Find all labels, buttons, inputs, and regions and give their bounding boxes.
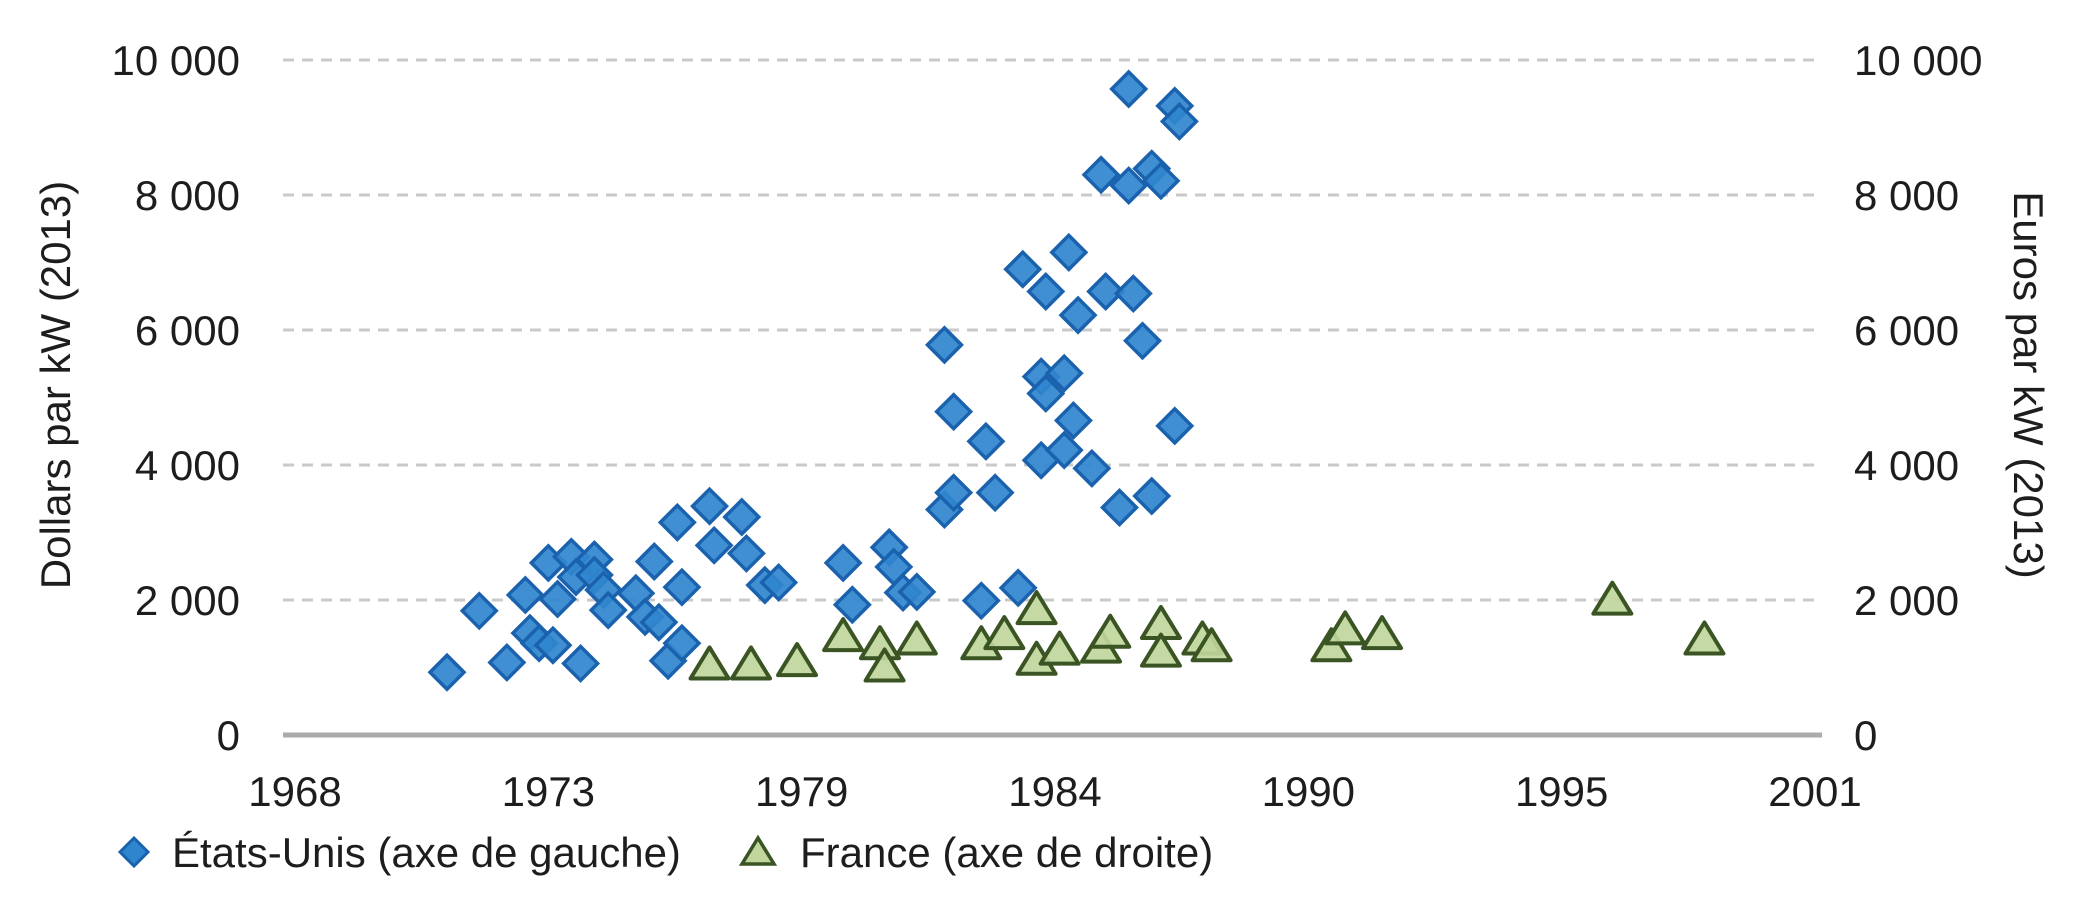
france-point: [1591, 580, 1634, 616]
us-point: [487, 642, 527, 682]
us-legend-label: États-Unis (axe de gauche): [172, 829, 681, 876]
x-tick-1995: 1995: [1515, 768, 1608, 815]
us-point: [662, 623, 702, 663]
us-point: [1086, 272, 1126, 311]
us-point: [998, 568, 1038, 608]
us-point: [1113, 274, 1153, 314]
x-tick-1984: 1984: [1008, 768, 1101, 815]
left-tick-0: 0: [217, 712, 240, 759]
france-point: [983, 615, 1026, 651]
us-point: [657, 502, 697, 542]
us-point: [1072, 448, 1112, 488]
us-point: [1100, 488, 1139, 527]
france-point: [1139, 632, 1182, 668]
us-point: [1109, 69, 1149, 109]
right-tick-0: 0: [1854, 712, 1877, 759]
us-point: [823, 543, 863, 583]
left-tick-10000: 10 000: [112, 37, 240, 84]
us-point: [505, 575, 545, 615]
us-point: [533, 625, 573, 665]
us-point: [1026, 272, 1066, 311]
us-point: [639, 602, 679, 642]
right-tick-8000: 8 000: [1854, 172, 1959, 219]
france-triangle-legend-icon: [738, 834, 778, 866]
us-point: [726, 533, 766, 573]
x-tick-1973: 1973: [502, 768, 595, 815]
france-point: [863, 647, 906, 683]
left-axis-tick-labels: 0 2 000 4 000 6 000 8 000 10 000: [112, 37, 240, 759]
france-legend-label: France (axe de droite): [800, 829, 1213, 876]
france-point: [688, 645, 731, 681]
us-point: [934, 392, 974, 432]
france-point: [1015, 590, 1058, 626]
x-tick-1990: 1990: [1262, 768, 1355, 815]
us-point: [459, 591, 499, 631]
us-point: [662, 567, 702, 607]
france-point: [1324, 610, 1367, 646]
us-point: [1026, 373, 1066, 413]
us-point: [1044, 430, 1084, 470]
us-point: [588, 590, 628, 630]
france-point: [822, 617, 865, 653]
us-point: [1141, 161, 1181, 201]
us-point: [1044, 353, 1084, 393]
left-tick-4000: 4 000: [135, 442, 240, 489]
left-tick-8000: 8 000: [135, 172, 240, 219]
france-point: [1683, 620, 1726, 656]
x-tick-2001: 2001: [1768, 768, 1861, 815]
us-point: [897, 572, 937, 612]
us-point: [561, 643, 601, 683]
us-point: [538, 579, 578, 619]
france-point: [1038, 630, 1081, 666]
us-point: [1053, 400, 1093, 440]
us-point: [427, 652, 467, 692]
right-axis-tick-labels: 0 2 000 4 000 6 000 8 000 10 000: [1854, 37, 1982, 759]
x-tick-1968: 1968: [248, 768, 341, 815]
us-point: [975, 473, 1015, 513]
us-point: [924, 325, 964, 365]
us-point: [1081, 155, 1121, 195]
us-point: [634, 542, 674, 581]
us-point: [690, 486, 730, 526]
left-axis-title: Dollars par kW (2013): [32, 181, 79, 589]
us-point: [1049, 232, 1089, 272]
left-tick-2000: 2 000: [135, 577, 240, 624]
france-point: [1361, 615, 1404, 651]
us-point: [1123, 321, 1162, 361]
gridlines-layer: [283, 58, 1822, 738]
france-point: [895, 620, 938, 656]
us-point: [694, 525, 734, 565]
france-series-points: [688, 580, 1726, 683]
right-axis-title: Euros par kW (2013): [2005, 191, 2052, 578]
us-point: [832, 585, 872, 625]
france-point: [730, 645, 772, 681]
us-point: [1155, 406, 1195, 446]
x-tick-1979: 1979: [755, 768, 848, 815]
us-point: [1109, 166, 1149, 206]
left-tick-6000: 6 000: [135, 307, 240, 354]
legend: États-Unis (axe de gauche) France (axe d…: [117, 829, 1213, 876]
us-point: [934, 473, 974, 513]
right-tick-6000: 6 000: [1854, 307, 1959, 354]
us-point: [961, 581, 1001, 621]
us-point: [1159, 101, 1199, 141]
us-point: [759, 562, 799, 602]
us-point: [966, 421, 1006, 461]
us-diamond-legend-icon: [117, 835, 151, 869]
us-point: [722, 497, 762, 537]
us-point: [1132, 476, 1172, 516]
us-series-points: [427, 69, 1199, 692]
us-point: [1058, 295, 1098, 335]
x-axis-tick-labels: 1968 1973 1979 1984 1990 1995 2001: [248, 768, 1861, 815]
france-point: [1089, 613, 1132, 649]
us-point: [1003, 249, 1043, 289]
france-point: [776, 642, 819, 678]
france-point: [1190, 627, 1233, 663]
right-tick-10000: 10 000: [1854, 37, 1982, 84]
right-tick-2000: 2 000: [1854, 577, 1959, 624]
right-tick-4000: 4 000: [1854, 442, 1959, 489]
